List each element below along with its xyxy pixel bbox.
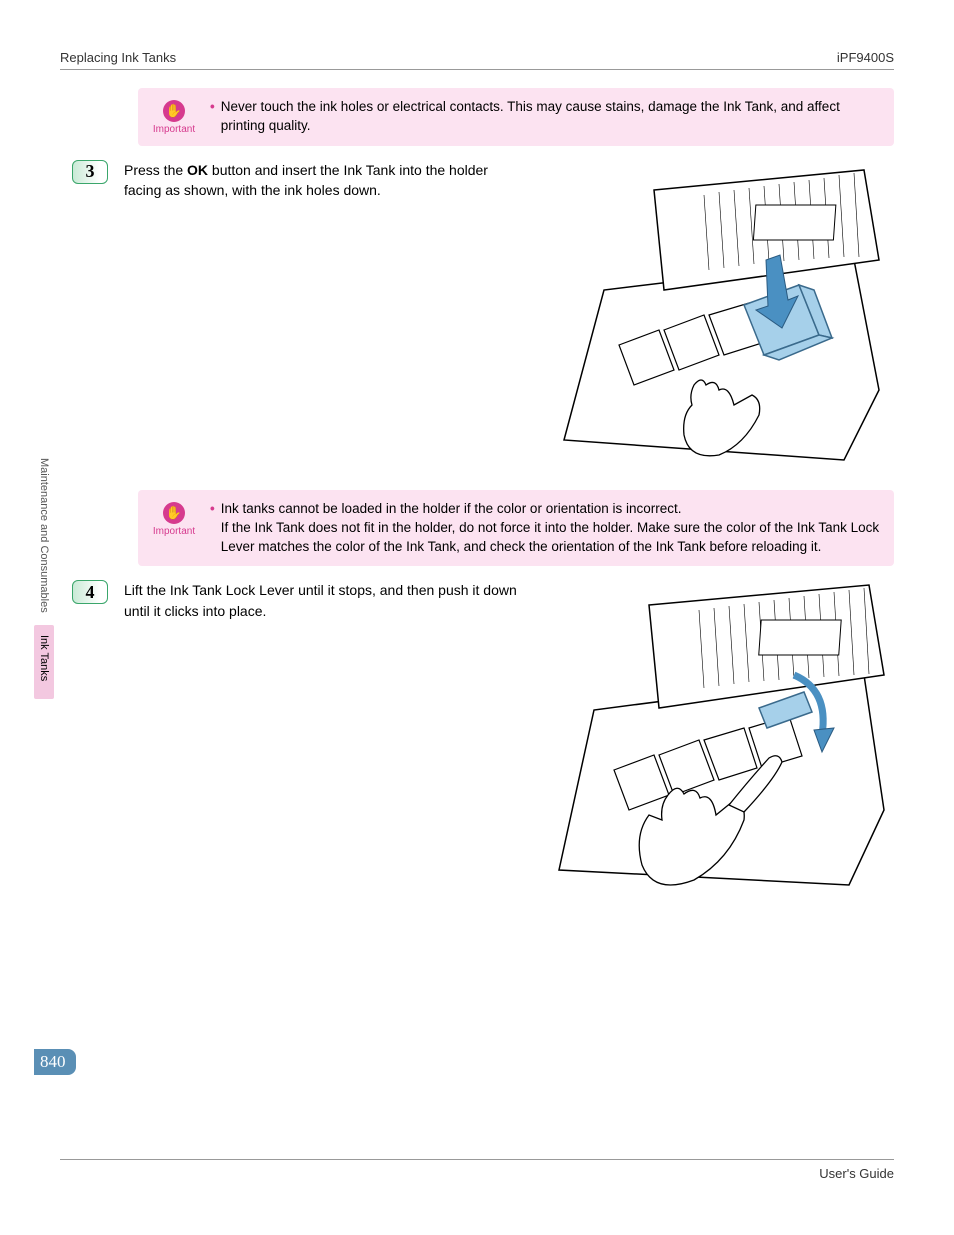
- important-text: Important: [153, 526, 195, 537]
- important-callout-2: ✋ Important • Ink tanks cannot be loaded…: [138, 490, 894, 567]
- callout1-bullet: • Never touch the ink holes or electrica…: [210, 98, 880, 136]
- callout2-bullet: • Ink tanks cannot be loaded in the hold…: [210, 500, 880, 557]
- header-model: iPF9400S: [837, 50, 894, 65]
- footer-text: User's Guide: [819, 1166, 894, 1181]
- callout2-line1: Ink tanks cannot be loaded in the holder…: [221, 500, 880, 519]
- printer-insert-ink-illustration: [534, 160, 894, 480]
- hand-stop-icon: ✋: [163, 100, 185, 122]
- hand-stop-icon: ✋: [163, 502, 185, 524]
- sidebar-tabs: Maintenance and Consumables Ink Tanks: [34, 450, 54, 703]
- page-header: Replacing Ink Tanks iPF9400S: [60, 50, 894, 70]
- step-3-text: Press the OK button and insert the Ink T…: [124, 160, 524, 201]
- bullet-icon: •: [210, 98, 215, 136]
- important-label: ✋ Important: [152, 502, 196, 537]
- footer: User's Guide: [60, 1159, 894, 1181]
- step-3-figure: [534, 160, 894, 480]
- step-4-figure: [534, 580, 894, 910]
- important-label: ✋ Important: [152, 100, 196, 135]
- step-number-4: 4: [72, 580, 108, 604]
- header-topic: Replacing Ink Tanks: [60, 50, 176, 65]
- printer-lock-lever-illustration: [534, 580, 894, 910]
- callout2-line2: If the Ink Tank does not fit in the hold…: [221, 519, 880, 557]
- bullet-icon: •: [210, 500, 215, 557]
- callout1-text: Never touch the ink holes or electrical …: [221, 98, 880, 136]
- step-number-3: 3: [72, 160, 108, 184]
- step-4: 4 Lift the Ink Tank Lock Lever until it …: [60, 580, 894, 910]
- important-callout-1: ✋ Important • Never touch the ink holes …: [138, 88, 894, 146]
- sidebar-chapter: Maintenance and Consumables: [34, 450, 54, 621]
- important-text: Important: [153, 124, 195, 135]
- step-3: 3 Press the OK button and insert the Ink…: [60, 160, 894, 480]
- page-number: 840: [34, 1049, 76, 1075]
- step-4-text: Lift the Ink Tank Lock Lever until it st…: [124, 580, 524, 621]
- sidebar-section: Ink Tanks: [34, 625, 54, 699]
